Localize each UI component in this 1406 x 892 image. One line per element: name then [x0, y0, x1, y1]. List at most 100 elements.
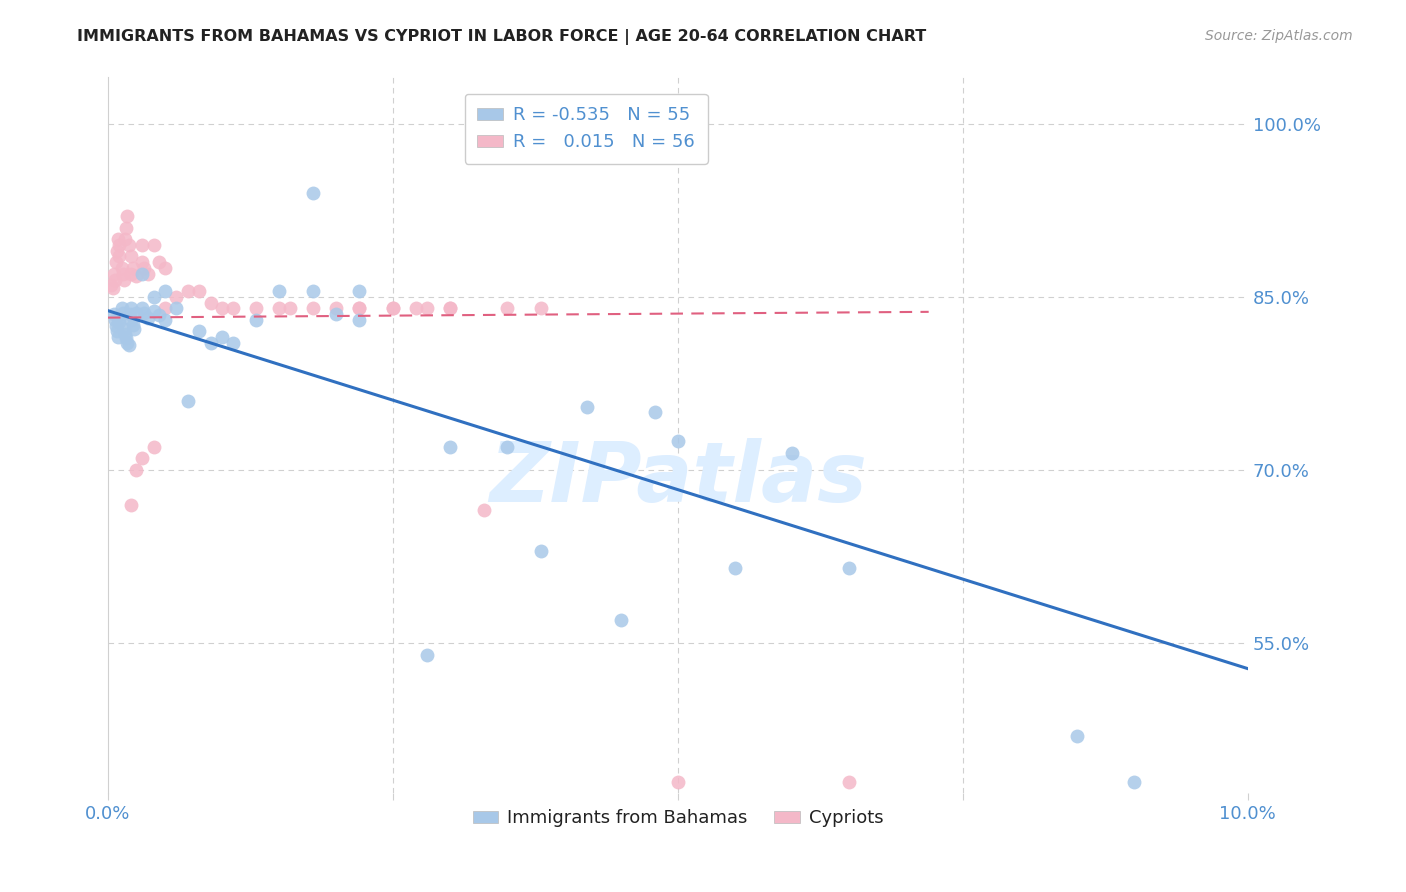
- Point: [666, 774, 689, 789]
- Point: [644, 405, 666, 419]
- Point: [112, 322, 135, 336]
- Point: [280, 301, 302, 316]
- Point: [104, 318, 127, 333]
- Point: [381, 301, 404, 316]
- Point: [416, 648, 439, 662]
- Point: [114, 326, 136, 341]
- Point: [780, 446, 803, 460]
- Point: [325, 301, 347, 316]
- Point: [267, 284, 290, 298]
- Point: [267, 301, 290, 316]
- Point: [118, 307, 141, 321]
- Point: [120, 267, 142, 281]
- Point: [120, 498, 142, 512]
- Point: [1066, 729, 1088, 743]
- Point: [134, 306, 156, 320]
- Point: [302, 284, 325, 298]
- Point: [108, 238, 131, 252]
- Point: [188, 284, 211, 298]
- Text: ZIPatlas: ZIPatlas: [489, 438, 868, 519]
- Point: [117, 336, 139, 351]
- Point: [496, 301, 519, 316]
- Point: [302, 301, 325, 316]
- Point: [439, 440, 461, 454]
- Point: [211, 330, 233, 344]
- Point: [108, 310, 131, 325]
- Point: [120, 301, 142, 316]
- Point: [838, 774, 860, 789]
- Point: [136, 310, 159, 325]
- Point: [105, 244, 128, 258]
- Point: [302, 186, 325, 200]
- Point: [222, 336, 245, 351]
- Text: Source: ZipAtlas.com: Source: ZipAtlas.com: [1205, 29, 1353, 43]
- Point: [125, 306, 148, 320]
- Point: [107, 330, 129, 344]
- Point: [136, 267, 159, 281]
- Point: [1122, 774, 1144, 789]
- Legend: Immigrants from Bahamas, Cypriots: Immigrants from Bahamas, Cypriots: [465, 802, 890, 834]
- Point: [100, 278, 122, 293]
- Point: [115, 220, 138, 235]
- Point: [148, 308, 170, 322]
- Point: [439, 301, 461, 316]
- Point: [838, 561, 860, 575]
- Point: [153, 313, 176, 327]
- Point: [142, 303, 165, 318]
- Point: [122, 260, 145, 275]
- Point: [114, 232, 136, 246]
- Point: [165, 301, 187, 316]
- Point: [177, 393, 200, 408]
- Point: [153, 301, 176, 316]
- Point: [724, 561, 747, 575]
- Text: IMMIGRANTS FROM BAHAMAS VS CYPRIOT IN LABOR FORCE | AGE 20-64 CORRELATION CHART: IMMIGRANTS FROM BAHAMAS VS CYPRIOT IN LA…: [77, 29, 927, 45]
- Point: [111, 260, 134, 275]
- Point: [153, 284, 176, 298]
- Point: [104, 272, 127, 286]
- Point: [131, 267, 153, 281]
- Point: [111, 301, 134, 316]
- Point: [112, 272, 135, 286]
- Point: [245, 313, 267, 327]
- Point: [108, 249, 131, 263]
- Point: [108, 315, 131, 329]
- Point: [188, 325, 211, 339]
- Point: [381, 301, 404, 316]
- Point: [530, 544, 553, 558]
- Point: [101, 280, 124, 294]
- Point: [142, 440, 165, 454]
- Point: [165, 290, 187, 304]
- Point: [117, 338, 139, 352]
- Point: [131, 255, 153, 269]
- Point: [347, 284, 370, 298]
- Point: [134, 260, 156, 275]
- Point: [120, 249, 142, 263]
- Point: [131, 301, 153, 316]
- Point: [575, 400, 598, 414]
- Point: [153, 260, 176, 275]
- Point: [103, 267, 125, 281]
- Point: [131, 451, 153, 466]
- Point: [117, 238, 139, 252]
- Point: [105, 325, 128, 339]
- Point: [115, 331, 138, 345]
- Point: [122, 322, 145, 336]
- Point: [439, 301, 461, 316]
- Point: [131, 238, 153, 252]
- Point: [610, 613, 633, 627]
- Point: [104, 313, 127, 327]
- Point: [666, 434, 689, 449]
- Point: [347, 301, 370, 316]
- Point: [148, 255, 170, 269]
- Point: [245, 301, 267, 316]
- Point: [325, 307, 347, 321]
- Point: [117, 209, 139, 223]
- Point: [104, 255, 127, 269]
- Point: [107, 232, 129, 246]
- Point: [111, 267, 134, 281]
- Point: [122, 318, 145, 332]
- Point: [125, 463, 148, 477]
- Point: [142, 238, 165, 252]
- Point: [125, 268, 148, 283]
- Point: [142, 290, 165, 304]
